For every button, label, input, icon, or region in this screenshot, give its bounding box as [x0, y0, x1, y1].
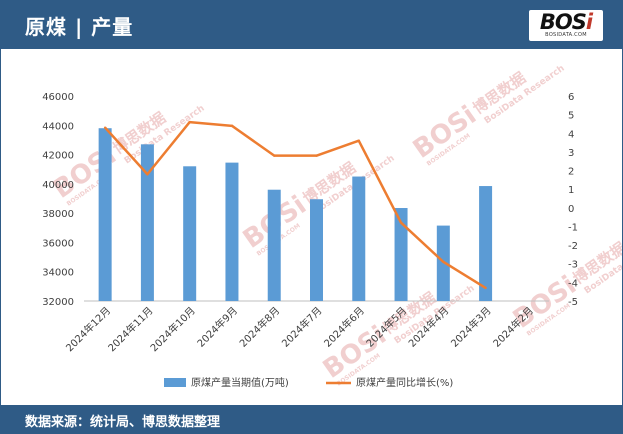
growth-point-5: [273, 154, 276, 157]
growth-point-10: [484, 286, 487, 290]
x-tick-label: 2024年9月: [194, 304, 240, 350]
y-right-tick-label: -5: [568, 297, 578, 308]
y-right-tick-label: -2: [568, 241, 578, 252]
x-tick-label: 2024年7月: [279, 304, 325, 350]
y-right-tick-label: -3: [568, 260, 578, 271]
y-right-tick-label: 3: [568, 148, 574, 159]
y-left-tick-label: 34000: [42, 268, 74, 279]
footer-bar: 数据来源：统计局、博思数据整理: [1, 405, 622, 433]
data-source: 数据来源：统计局、博思数据整理: [25, 415, 221, 430]
legend-label-bar: 原煤产量当期值(万吨): [191, 376, 289, 389]
bar-6: [310, 199, 323, 301]
y-left-tick-label: 32000: [42, 297, 74, 308]
bar-10: [479, 186, 493, 301]
y-right-tick-label: 0: [568, 204, 574, 215]
y-left-tick-label: 42000: [42, 151, 74, 162]
y-right-tick-label: -1: [568, 222, 578, 233]
bar-2: [140, 144, 154, 301]
logo-mark: BOSi: [539, 10, 593, 34]
y-right-tick-label: 5: [568, 111, 574, 122]
growth-point-3: [188, 120, 191, 124]
y-right-tick-label: 6: [568, 92, 574, 103]
legend-swatch-bar: [164, 378, 186, 387]
growth-point-2: [146, 173, 149, 176]
bar-8: [394, 208, 408, 301]
bar-7: [352, 176, 366, 301]
y-left-tick-label: 36000: [42, 238, 74, 249]
legend-label-line: 原煤产量同比增长(%): [356, 376, 453, 389]
growth-point-7: [357, 139, 360, 142]
y-right-tick-label: 1: [568, 185, 574, 196]
x-tick-label: 2024年8月: [237, 304, 283, 350]
page-title: 原煤 | 产量: [25, 15, 134, 39]
bar-4: [225, 162, 239, 301]
bar-3: [183, 166, 197, 301]
growth-point-9: [442, 260, 445, 264]
y-right-tick-label: 2: [568, 167, 574, 178]
bar-1: [98, 128, 112, 301]
x-tick-label: 2024年10月: [147, 304, 197, 354]
brand-logo: BOSi BOSIDATA.COM: [529, 10, 603, 41]
growth-point-1: [103, 126, 107, 129]
bar-5: [267, 189, 281, 301]
y-left-tick-label: 44000: [42, 121, 74, 132]
x-tick-label: 2024年3月: [448, 304, 494, 350]
growth-point-6: [315, 154, 318, 157]
header-bar: 原煤 | 产量 BOSi BOSIDATA.COM: [1, 1, 622, 49]
y-right-tick-label: -4: [568, 278, 578, 289]
growth-point-8: [399, 221, 403, 224]
growth-line: [104, 120, 487, 290]
growth-point-4: [230, 124, 234, 128]
y-right-tick-label: 4: [568, 129, 574, 140]
y-left-tick-label: 38000: [42, 209, 74, 220]
y-left-tick-label: 46000: [42, 92, 74, 103]
y-left-tick-label: 40000: [42, 180, 74, 191]
logo-subtext: BOSIDATA.COM: [545, 32, 587, 38]
